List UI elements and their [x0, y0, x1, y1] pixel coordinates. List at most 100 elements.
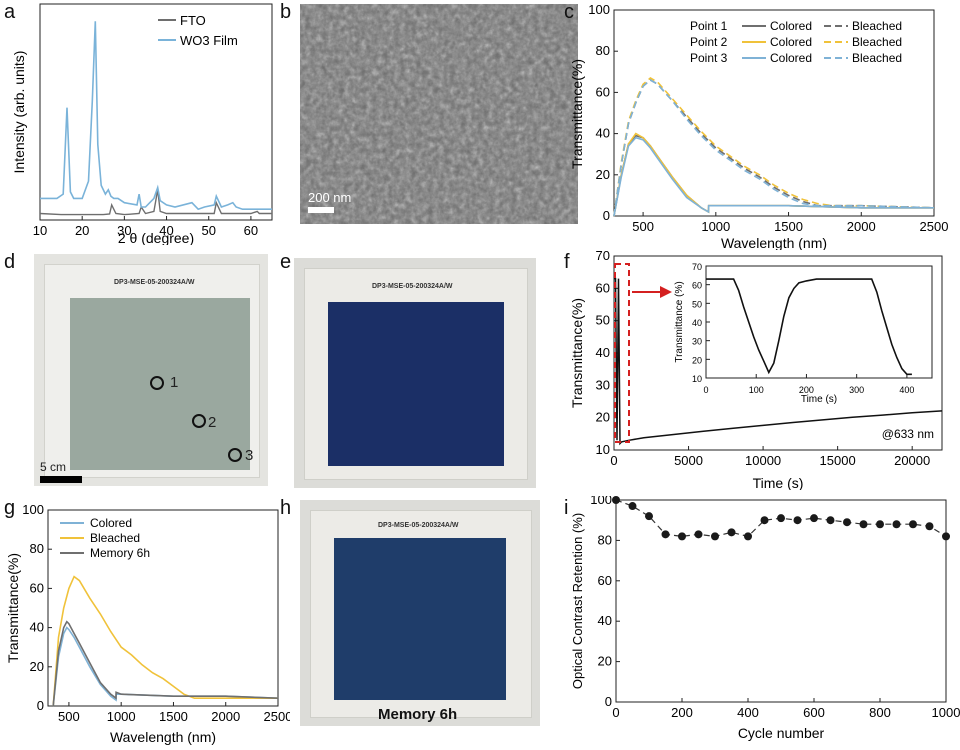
xtick-label-a-5: 60	[244, 223, 258, 238]
sem-image: 200 nm	[300, 4, 578, 224]
scale-bar-b	[308, 207, 334, 213]
ytick-label-f-6: 70	[596, 250, 610, 263]
data-point-i-11	[793, 516, 802, 525]
xtick-label-c-4: 2500	[920, 219, 949, 234]
panel-letter-b: b	[280, 1, 291, 23]
ytick-label-inset-1: 20	[692, 355, 702, 365]
ytick-label-inset-4: 50	[692, 299, 702, 309]
xlabel-c: Wavelength (nm)	[721, 235, 827, 250]
series-line-g-2	[52, 620, 279, 707]
xlabel-i: Cycle number	[738, 725, 825, 741]
xtick-label-c-1: 1000	[701, 219, 730, 234]
legend-bleached-1: Bleached	[852, 19, 902, 33]
axes-frame-c	[613, 9, 935, 217]
xtick-label-inset-1: 100	[749, 385, 764, 395]
xlabel-g: Wavelength (nm)	[110, 729, 216, 745]
legend-colored-1: Colored	[770, 19, 812, 33]
memory-caption: Memory 6h	[378, 706, 458, 723]
ytick-label-c-1: 20	[596, 167, 610, 182]
xtick-label-c-2: 1500	[774, 219, 803, 234]
wavelength-annotation: @633 nm	[882, 427, 934, 441]
ytick-label-g-0: 0	[37, 698, 44, 713]
inset-ylabel: Transmittance (%)	[674, 281, 685, 362]
series-line-c-4	[613, 136, 934, 217]
axes-frame-a	[39, 3, 273, 221]
ytick-label-f-4: 50	[596, 313, 610, 328]
xtick-label-a-0: 10	[33, 223, 47, 238]
panel-letter-h: h	[280, 497, 291, 519]
ytick-label-inset-5: 60	[692, 281, 702, 291]
film-area-colored	[328, 302, 504, 466]
scale-label-d: 5 cm	[40, 460, 67, 474]
ytick-label-f-1: 20	[596, 410, 610, 425]
point-label-1: 1	[170, 374, 179, 391]
chart-i: i 0 200 400 600 800 1000 0 20 40 60 80 100 Cycle nu…	[564, 496, 960, 741]
legend-label-wo3: WO3 Film	[180, 33, 238, 48]
series-line-c-1	[613, 79, 935, 217]
legend-point-2: Point 2	[690, 35, 728, 49]
xtick-label-i-3: 600	[803, 705, 825, 720]
series-line-g-0	[52, 626, 279, 707]
point-marker-1	[150, 376, 164, 390]
series-line-c-2	[613, 132, 934, 217]
data-point-i-16	[876, 520, 884, 529]
point-marker-3	[228, 448, 242, 462]
series-line-c-5	[613, 79, 935, 217]
xtick-label-f-3: 15000	[820, 453, 856, 468]
ytick-label-f-2: 30	[596, 377, 610, 392]
ytick-label-i-3: 60	[598, 573, 612, 588]
legend-colored-2: Colored	[770, 35, 812, 49]
data-point-i-15	[859, 520, 868, 529]
axes-frame-g	[47, 509, 279, 707]
inset-frame	[705, 265, 933, 379]
zoom-arrow-head	[660, 286, 672, 298]
data-point-i-3	[661, 530, 670, 539]
panel-b-letter-wrap: b	[280, 1, 291, 23]
inset-series-line	[706, 278, 912, 376]
ytick-label-i-2: 40	[598, 613, 612, 628]
xlabel-f: Time (s)	[753, 475, 804, 490]
legend-label-g-2: Memory 6h	[90, 546, 150, 560]
data-point-i-0	[612, 496, 620, 504]
data-point-i-14	[843, 518, 851, 527]
point-label-2: 2	[208, 414, 217, 431]
inset-xlabel: Time (s)	[801, 394, 837, 405]
xtick-label-a-4: 50	[201, 223, 215, 238]
ytick-label-g-3: 60	[30, 580, 44, 595]
xtick-label-i-2: 400	[737, 705, 759, 720]
zoom-box	[614, 263, 630, 443]
chart-a: a 10 20 30 40 50 60 FTO WO3 Film 2 θ (degree)…	[4, 1, 273, 245]
xtick-label-g-0: 500	[58, 709, 80, 724]
ytick-label-g-5: 100	[22, 502, 44, 517]
chart-c: c 500 1000 1500 2000 2500 0 20 40 60 80 100 Point …	[564, 1, 949, 250]
xtick-label-i-4: 800	[869, 705, 891, 720]
chart-g: g 500 1000 1500 2000 2500 0 20 40 60 80 100 Colore…	[4, 497, 290, 745]
chart-f: f 0 5000 10000 15000 20000 10 20 30 40 50 60 70 @63…	[564, 250, 943, 490]
panel-d-letter-wrap: d	[4, 251, 15, 273]
sample-label-h: DP3-MSE-05-200324A/W	[378, 522, 459, 529]
ytick-label-g-4: 80	[30, 541, 44, 556]
data-point-i-7	[727, 528, 736, 537]
ytick-label-inset-6: 70	[692, 262, 702, 272]
device-photo-memory: DP3-MSE-05-200324A/W	[300, 500, 540, 726]
legend-point-3: Point 3	[690, 51, 728, 65]
ylabel-i: Optical Contrast Retention (%)	[570, 513, 585, 689]
xtick-label-f-0: 0	[610, 453, 617, 468]
series-line-wo3	[40, 21, 272, 211]
series-line-c-0	[613, 134, 934, 217]
xtick-label-c-0: 500	[632, 219, 654, 234]
panel-letter-d: d	[4, 251, 15, 273]
xtick-label-inset-0: 0	[703, 385, 708, 395]
xtick-label-a-2: 30	[117, 223, 131, 238]
xtick-label-inset-4: 400	[899, 385, 914, 395]
scale-label-b: 200 nm	[308, 190, 351, 205]
series-line-fto	[39, 189, 272, 216]
panel-letter-g: g	[4, 497, 15, 519]
ylabel-f: Transmittance(%)	[569, 298, 585, 408]
legend-point-1: Point 1	[690, 19, 728, 33]
xtick-label-g-3: 2000	[211, 709, 240, 724]
ytick-label-i-5: 100	[590, 496, 612, 507]
data-point-i-4	[678, 532, 686, 541]
ytick-label-c-3: 60	[596, 84, 610, 99]
